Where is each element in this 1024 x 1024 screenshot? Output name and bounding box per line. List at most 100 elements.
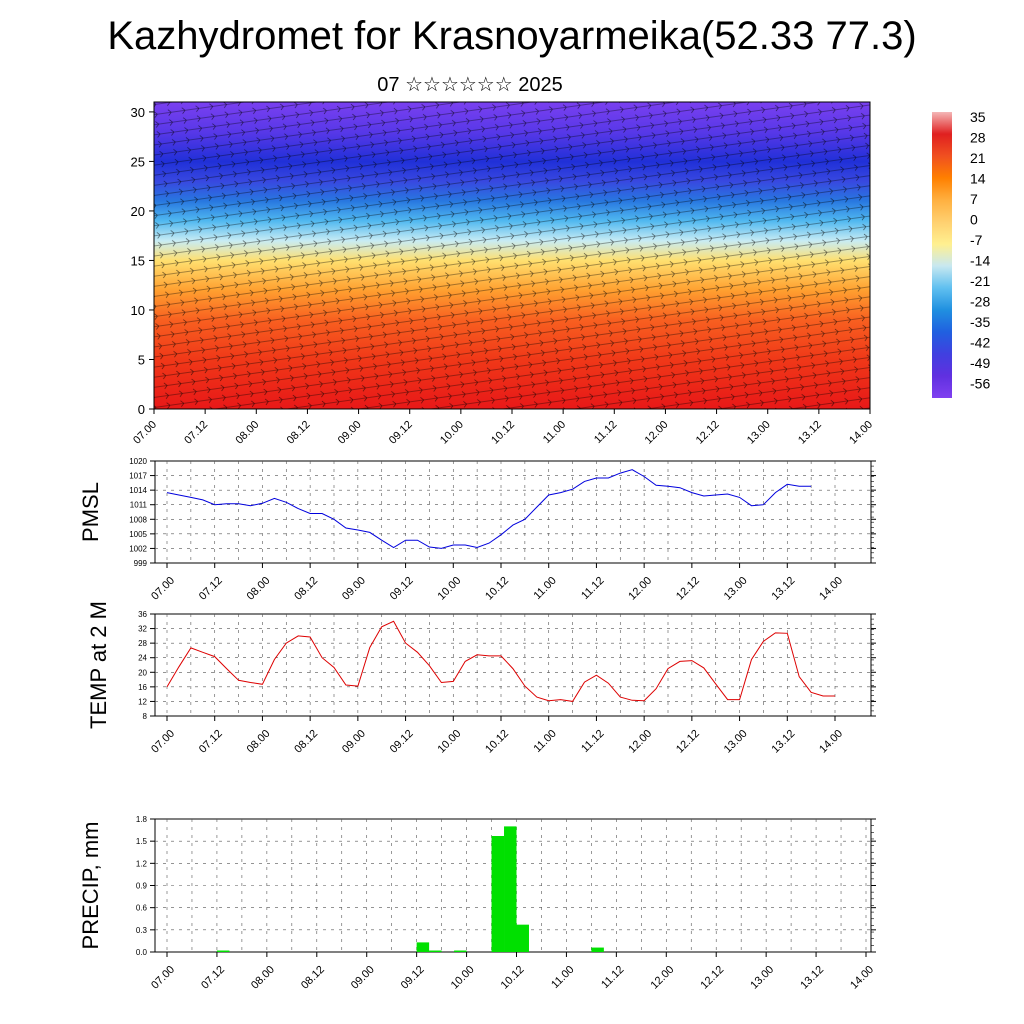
x-tick-label: 10.00 — [449, 964, 477, 992]
x-tick-label: 09.12 — [399, 964, 427, 992]
colorbar-label: 28 — [970, 130, 986, 146]
x-tick-label: 08.00 — [245, 575, 273, 603]
x-tick-label: 13.00 — [722, 728, 750, 756]
y-tick-label: 0.9 — [136, 882, 148, 891]
x-tick-label: 08.12 — [292, 575, 320, 603]
precip-bar — [491, 835, 505, 952]
x-tick-label: 08.12 — [299, 964, 327, 992]
y-tick-label: 1.8 — [136, 815, 148, 824]
x-tick-label: 12.12 — [698, 964, 726, 992]
series-line — [166, 620, 835, 702]
x-tick-label: 11.00 — [531, 728, 558, 755]
y-tick-label: 1020 — [129, 457, 147, 466]
x-tick-label: 11.12 — [592, 419, 619, 446]
x-tick-label: 12.12 — [694, 419, 722, 447]
precip-bar — [454, 950, 467, 952]
y-tick-label: 1011 — [130, 501, 148, 510]
x-tick-label: 10.12 — [483, 575, 511, 603]
x-tick-label: 07.12 — [197, 728, 225, 756]
colorbar-label: 7 — [970, 191, 978, 207]
precip-panel: 0.0 0.3 0.6 0.9 1.2 1.5 1.8 07.00 07.12 08.00 08.1… — [78, 815, 876, 992]
x-tick-label: 07.00 — [149, 964, 177, 992]
y-axis-label: PMSL — [78, 482, 103, 542]
precip-bar — [516, 924, 529, 952]
precip-bar — [504, 826, 517, 952]
y-tick-label: 0.6 — [136, 904, 148, 913]
colorbar-labels: 35 28 21 14 7 0 -7 -14 -21 -28 -35 -42 -49 -56 — [970, 109, 990, 392]
x-tick-label: 10.12 — [483, 728, 511, 756]
pmsl-panel: 999 1002 1005 1008 1011 1014 1017 1020 07.00 07.1… — [78, 457, 876, 603]
y-tick-label: 5 — [138, 352, 145, 367]
x-tick-label: 09.12 — [388, 575, 416, 603]
x-tick-label: 09.00 — [340, 575, 368, 603]
x-tick-label: 12.00 — [626, 575, 654, 603]
crosssection-x-axis: 07.00 07.12 08.00 08.12 09.00 09.12 10.00 10.12… — [131, 409, 875, 447]
y-tick-label: 0.0 — [136, 948, 148, 957]
colorbar-label: -7 — [970, 232, 983, 248]
x-tick-label: 13.00 — [745, 419, 773, 447]
colorbar-label: 21 — [970, 150, 986, 166]
x-tick-label: 11.12 — [579, 575, 606, 602]
x-tick-label: 12.12 — [674, 575, 702, 603]
y-tick-label: 1002 — [129, 544, 147, 553]
y-tick-label: 30 — [131, 105, 145, 120]
x-tick-label: 13.12 — [769, 575, 797, 603]
y-tick-label: 36 — [138, 610, 147, 619]
x-tick-label: 09.00 — [349, 964, 377, 992]
x-tick-label: 11.00 — [549, 964, 576, 991]
x-tick-label: 12.00 — [643, 419, 671, 447]
x-tick-label: 07.00 — [131, 419, 159, 447]
colorbar-label: -21 — [970, 273, 990, 289]
y-tick-label: 999 — [134, 559, 148, 568]
colorbar-label: -28 — [970, 294, 990, 310]
colorbar-label: -42 — [970, 335, 990, 351]
y-tick-label: 1005 — [129, 530, 147, 539]
colorbar-gradient — [932, 112, 952, 398]
chart-title: Kazhydromet for Krasnoyarmeika(52.33 77.… — [107, 14, 917, 58]
wind-vector-field — [154, 102, 870, 409]
x-tick-label: 09.12 — [388, 728, 416, 756]
colorbar-label: -14 — [970, 253, 990, 269]
x-tick-label: 14.00 — [817, 728, 845, 756]
y-tick-label: 28 — [138, 639, 147, 648]
y-axis-label: TEMP at 2 M — [86, 601, 111, 729]
x-tick-label: 14.00 — [817, 575, 845, 603]
x-tick-label: 07.12 — [182, 419, 210, 447]
x-tick-label: 13.00 — [722, 575, 750, 603]
x-tick-label: 08.12 — [292, 728, 320, 756]
colorbar-label: -35 — [970, 314, 990, 330]
temp-panel: 8 12 16 20 24 28 32 36 07.00 07.12 08.00 08.12 09.00… — [86, 601, 876, 756]
y-tick-label: 1014 — [129, 486, 147, 495]
x-tick-label: 14.00 — [847, 419, 875, 447]
crosssection-panel: 0 5 10 15 20 25 30 07.00 07.12 08.00 08.12 09.00 09… — [131, 101, 875, 447]
y-tick-label: 25 — [131, 154, 145, 169]
x-tick-label: 12.12 — [674, 728, 702, 756]
x-tick-label: 13.00 — [748, 964, 776, 992]
x-tick-label: 13.12 — [796, 419, 824, 447]
x-tick-label: 08.00 — [249, 964, 277, 992]
x-tick-label: 12.00 — [648, 964, 676, 992]
y-tick-label: 1.2 — [136, 859, 148, 868]
x-tick-label: 11.12 — [579, 728, 606, 755]
x-tick-label: 13.12 — [769, 728, 797, 756]
y-tick-label: 20 — [131, 204, 145, 219]
x-tick-label: 11.00 — [541, 419, 568, 446]
x-tick-label: 12.00 — [626, 728, 654, 756]
x-tick-label: 10.00 — [438, 419, 466, 447]
x-tick-label: 11.12 — [599, 964, 626, 991]
x-tick-label: 13.12 — [798, 964, 826, 992]
y-tick-label: 1.5 — [136, 837, 148, 846]
precip-bar — [429, 950, 442, 952]
x-tick-label: 11.00 — [531, 575, 558, 602]
y-tick-label: 1017 — [129, 472, 147, 481]
x-tick-label: 07.00 — [149, 575, 177, 603]
y-axis-label: PRECIP, mm — [78, 822, 103, 950]
x-tick-label: 09.12 — [387, 419, 415, 447]
x-tick-label: 08.12 — [285, 419, 313, 447]
y-tick-label: 10 — [131, 303, 145, 318]
y-tick-label: 32 — [138, 625, 147, 634]
y-tick-label: 15 — [131, 253, 145, 268]
y-tick-label: 8 — [143, 712, 148, 721]
colorbar-label: 35 — [970, 109, 986, 125]
